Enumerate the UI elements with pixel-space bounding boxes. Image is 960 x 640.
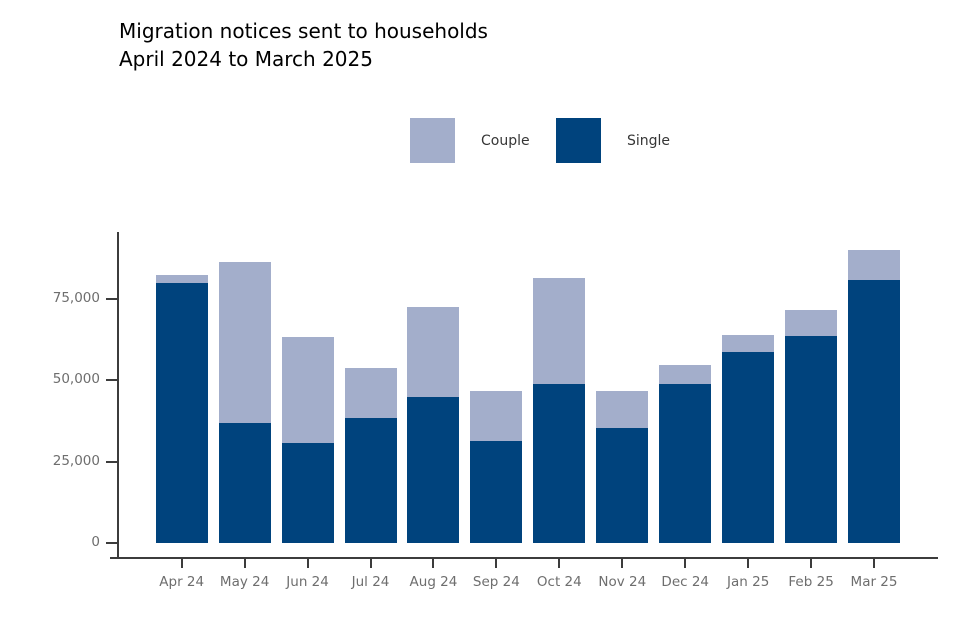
bar-dec-24-single [659, 383, 712, 543]
y-tick-label: 75,000 [52, 289, 100, 306]
bar-may-24-couple [218, 261, 271, 424]
bar-mar-25-couple [848, 249, 901, 280]
legend-label-couple: Couple [481, 132, 530, 149]
bar-dec-24-couple [659, 365, 712, 384]
bar-apr-24-couple [155, 274, 208, 283]
bar-aug-24-couple [407, 307, 460, 397]
x-tick [306, 558, 309, 568]
bar-oct-24-single [533, 383, 586, 543]
y-tick [106, 542, 117, 544]
bar-apr-24-single [155, 282, 208, 543]
chart-title-line2: April 2024 to March 2025 [119, 47, 373, 71]
x-tick-label: Dec 24 [661, 574, 710, 590]
chart-title-line1: Migration notices sent to households [119, 19, 488, 43]
bar-mar-25-single [848, 279, 901, 543]
single-swatch [556, 118, 601, 163]
x-tick [432, 558, 435, 568]
bar-sep-24-couple [470, 391, 523, 441]
x-tick [180, 558, 183, 568]
x-tick [621, 558, 624, 568]
bar-nov-24-single [596, 428, 649, 543]
bar-jan-25-single [722, 352, 775, 543]
x-tick [369, 558, 372, 568]
bar-jul-24-single [344, 417, 397, 543]
bar-aug-24-single [407, 396, 460, 543]
x-tick-label: Mar 25 [850, 574, 898, 590]
x-tick-label: Feb 25 [788, 574, 834, 590]
x-tick-label: Nov 24 [598, 574, 647, 590]
bar-jun-24-single [281, 443, 334, 543]
bar-feb-25-couple [785, 310, 838, 337]
x-tick-label: Jun 24 [286, 574, 329, 590]
x-tick [747, 558, 750, 568]
bar-oct-24-couple [533, 277, 586, 384]
x-axis-line [110, 557, 938, 559]
x-tick [243, 558, 246, 568]
bar-jun-24-couple [281, 337, 334, 444]
x-tick-label: Oct 24 [536, 574, 582, 590]
y-tick-label: 0 [91, 534, 100, 550]
chart-title: Migration notices sent to households Apri… [119, 17, 488, 73]
x-tick-label: Jan 25 [727, 574, 770, 590]
x-tick [873, 558, 876, 568]
y-tick [106, 379, 117, 382]
y-tick-label: 25,000 [52, 452, 100, 469]
x-tick-label: May 24 [219, 574, 270, 590]
couple-swatch [410, 118, 455, 163]
x-tick-label: Sep 24 [472, 574, 520, 590]
legend-item-couple: Couple [410, 118, 530, 163]
y-tick [106, 460, 117, 463]
bar-may-24-single [218, 423, 271, 543]
bar-feb-25-single [785, 336, 838, 543]
legend-item-single: Single [556, 118, 670, 163]
x-tick-label: Aug 24 [409, 574, 458, 590]
bar-jan-25-couple [722, 334, 775, 353]
x-tick-label: Apr 24 [159, 574, 205, 590]
y-tick-label: 50,000 [52, 371, 100, 388]
x-tick [684, 558, 687, 568]
x-tick [558, 558, 561, 568]
x-tick-label: Jul 24 [351, 574, 390, 590]
bar-nov-24-couple [596, 391, 649, 428]
x-tick [810, 558, 813, 568]
x-tick [495, 558, 498, 568]
y-tick [106, 297, 117, 300]
bar-sep-24-single [470, 440, 523, 543]
bar-jul-24-couple [344, 367, 397, 418]
y-axis-line [117, 232, 119, 558]
legend-label-single: Single [627, 132, 671, 149]
